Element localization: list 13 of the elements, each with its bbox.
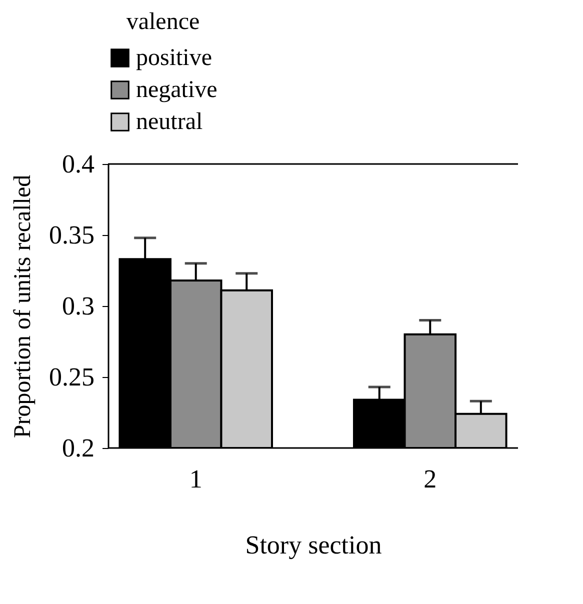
- legend-label: neutral: [136, 109, 203, 135]
- y-tick-label: 0.2: [62, 434, 94, 462]
- x-axis-title: Story section: [245, 530, 382, 560]
- y-tick-label: 0.3: [62, 292, 94, 320]
- y-axis-title: Proportion of units recalled: [10, 174, 36, 438]
- y-tick-label: 0.35: [49, 220, 94, 250]
- legend-title: valence: [126, 9, 200, 35]
- y-tick-label: 0.25: [49, 362, 94, 392]
- legend-label: negative: [136, 77, 218, 103]
- y-tick-label: 0.4: [62, 150, 94, 178]
- legend-label: positive: [136, 45, 212, 71]
- x-tick-label: 1: [189, 464, 202, 494]
- x-tick-label: 2: [424, 464, 437, 494]
